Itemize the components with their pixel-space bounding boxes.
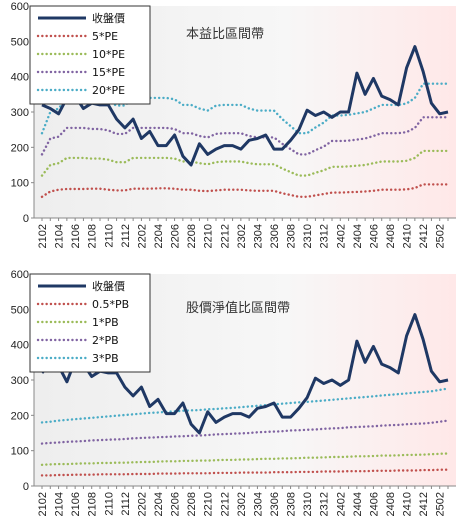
legend-box <box>29 273 151 373</box>
x-tick-label: 2208 <box>186 224 198 248</box>
x-tick-label: 2502 <box>435 492 447 516</box>
y-tick-label: 600 <box>11 1 29 13</box>
x-tick-label: 2312 <box>319 224 331 248</box>
x-tick-label: 2208 <box>186 492 198 516</box>
x-tick-label: 2312 <box>319 492 331 516</box>
y-tick-label: 0 <box>23 213 29 225</box>
x-tick-label: 2302 <box>236 492 248 516</box>
y-tick-label: 0 <box>23 481 29 493</box>
chart-title: 股價淨值比區間帶 <box>186 300 290 316</box>
x-tick-label: 2306 <box>269 224 281 248</box>
pe-band-chart: 0 100 200 300 400 500 600 2102 2104 2106 2108 2110 2… <box>0 0 466 262</box>
legend-label: 0.5*PB <box>92 298 129 311</box>
x-tick-label: 2308 <box>286 492 298 516</box>
legend-label: 15*PE <box>92 66 125 79</box>
series-line <box>40 387 450 424</box>
x-tick-label: 2402 <box>335 492 347 516</box>
series-line <box>40 452 450 467</box>
y-tick-label: 500 <box>11 304 29 316</box>
x-tick-label: 2112 <box>120 492 132 516</box>
x-tick-label: 2212 <box>219 492 231 516</box>
x-tick-label: 2108 <box>87 224 99 248</box>
x-tick-label: 2108 <box>87 492 99 516</box>
x-tick-label: 2212 <box>219 224 231 248</box>
y-tick-label: 100 <box>11 178 29 190</box>
x-tick-label: 2302 <box>236 224 248 248</box>
x-tick-label: 2306 <box>269 492 281 516</box>
legend-box <box>29 5 151 105</box>
x-tick-label: 2412 <box>418 492 430 516</box>
legend-label: 5*PE <box>92 30 118 43</box>
legend-label: 20*PE <box>92 84 125 97</box>
x-tick-label: 2202 <box>136 492 148 516</box>
x-tick-label: 2110 <box>103 492 115 516</box>
y-tick-label: 200 <box>11 410 29 422</box>
legend-label: 3*PB <box>92 352 119 365</box>
legend-label: 收盤價 <box>92 279 125 293</box>
x-tick-label: 2310 <box>302 224 314 248</box>
x-tick-label: 2412 <box>418 224 430 248</box>
y-tick-label: 200 <box>11 142 29 154</box>
x-tick-label: 2102 <box>37 224 49 248</box>
x-tick-label: 2210 <box>203 492 215 516</box>
x-tick-label: 2408 <box>385 224 397 248</box>
x-tick-label: 2104 <box>54 224 66 248</box>
y-tick-label: 100 <box>11 446 29 458</box>
x-tick-label: 2408 <box>385 492 397 516</box>
x-tick-label: 2406 <box>368 224 380 248</box>
pb-band-chart-panel: 0 100 200 300 400 500 600 2102 2104 2106 2108 2110 2… <box>0 268 466 530</box>
x-tick-label: 2410 <box>402 224 414 248</box>
y-tick-label: 600 <box>11 269 29 281</box>
x-tick-label: 2404 <box>352 224 364 248</box>
series-line <box>40 313 449 435</box>
x-tick-label: 2206 <box>170 224 182 248</box>
legend-label: 1*PB <box>92 316 119 329</box>
y-tick-label: 300 <box>11 107 29 119</box>
x-tick-label: 2204 <box>153 224 165 248</box>
series-line <box>40 116 450 156</box>
series-line <box>40 149 450 177</box>
x-tick-label: 2206 <box>170 492 182 516</box>
x-tick-label: 2210 <box>203 224 215 248</box>
x-tick-label: 2304 <box>252 492 264 516</box>
legend: 收盤價 0.5*PB 1*PB 2*PB 3*PB <box>29 273 151 373</box>
series-line <box>40 82 450 135</box>
x-tick-label: 2202 <box>136 224 148 248</box>
x-tick-label: 2102 <box>37 492 49 516</box>
x-tick-label: 2308 <box>286 224 298 248</box>
series-line <box>41 45 449 167</box>
legend-label: 收盤價 <box>92 11 125 25</box>
y-tick-label: 400 <box>11 340 29 352</box>
chart-title: 本益比區間帶 <box>186 27 264 42</box>
x-tick-label: 2104 <box>54 492 66 516</box>
x-tick-label: 2406 <box>368 492 380 516</box>
x-tick-label: 2112 <box>120 224 132 248</box>
x-tick-label: 2304 <box>252 224 264 248</box>
series-line <box>40 468 450 477</box>
x-tick-label: 2204 <box>153 492 165 516</box>
y-tick-label: 500 <box>11 36 29 48</box>
legend-label: 10*PE <box>92 48 125 61</box>
x-tick-label: 2106 <box>70 492 82 516</box>
x-tick-label: 2402 <box>335 224 347 248</box>
x-tick-label: 2110 <box>103 224 115 248</box>
legend-label: 2*PB <box>92 334 119 347</box>
y-tick-label: 400 <box>11 72 29 84</box>
x-tick-label: 2106 <box>70 224 82 248</box>
series-line <box>40 419 450 445</box>
pb-band-chart: 0 100 200 300 400 500 600 2102 2104 2106 2108 2110 2… <box>0 268 466 530</box>
y-tick-label: 300 <box>11 375 29 387</box>
x-tick-label: 2502 <box>435 224 447 248</box>
x-tick-label: 2410 <box>402 492 414 516</box>
series-line <box>40 183 450 199</box>
legend: 收盤價 5*PE 10*PE 15*PE 20*PE <box>29 5 151 105</box>
x-tick-label: 2310 <box>302 492 314 516</box>
pe-band-chart-panel: 0 100 200 300 400 500 600 2102 2104 2106 2108 2110 2… <box>0 0 466 262</box>
x-tick-label: 2404 <box>352 492 364 516</box>
